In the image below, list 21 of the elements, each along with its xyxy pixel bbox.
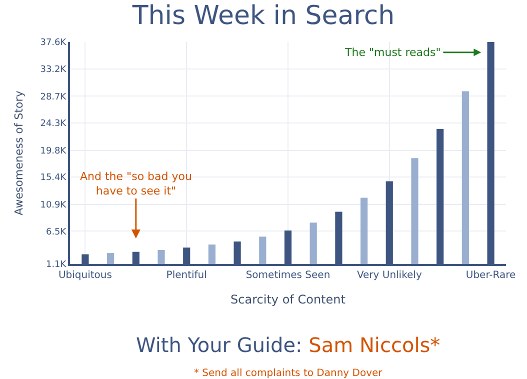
x-tick-label: Plentiful [166, 270, 207, 281]
y-tick-label: 19.8K [40, 146, 68, 156]
y-tick-label: 24.3K [40, 119, 68, 130]
y-tick-label: 28.7K [40, 92, 68, 102]
y-tick-label: 15.4K [40, 173, 68, 184]
annotation: And the "so bad you have to see it" [80, 170, 192, 198]
y-tick-label: 37.6K [40, 38, 68, 48]
x-tick-label: Sometimes Seen [246, 270, 330, 281]
y-tick-label: 1.1K [46, 260, 68, 270]
y-tick-label: 33.2K [40, 64, 68, 75]
y-tick-label: 6.5K [46, 227, 68, 238]
x-tick-label: Ubiquitous [58, 270, 112, 281]
chart-title: This Week in Search [131, 0, 395, 31]
x-tick-label: Uber-Rare [466, 270, 516, 281]
x-tick-label: Very Unlikely [356, 270, 422, 281]
y-axis-title: Awesomeness of Story [12, 90, 26, 216]
text: * Send all complaints to Danny Dover [194, 368, 384, 379]
annotation: The "must reads" [344, 46, 441, 59]
text: With Your Guide: Sam Niccols* [136, 333, 440, 357]
y-tick-label: 10.9K [40, 200, 68, 211]
x-axis-title: Scarcity of Content [230, 292, 346, 306]
